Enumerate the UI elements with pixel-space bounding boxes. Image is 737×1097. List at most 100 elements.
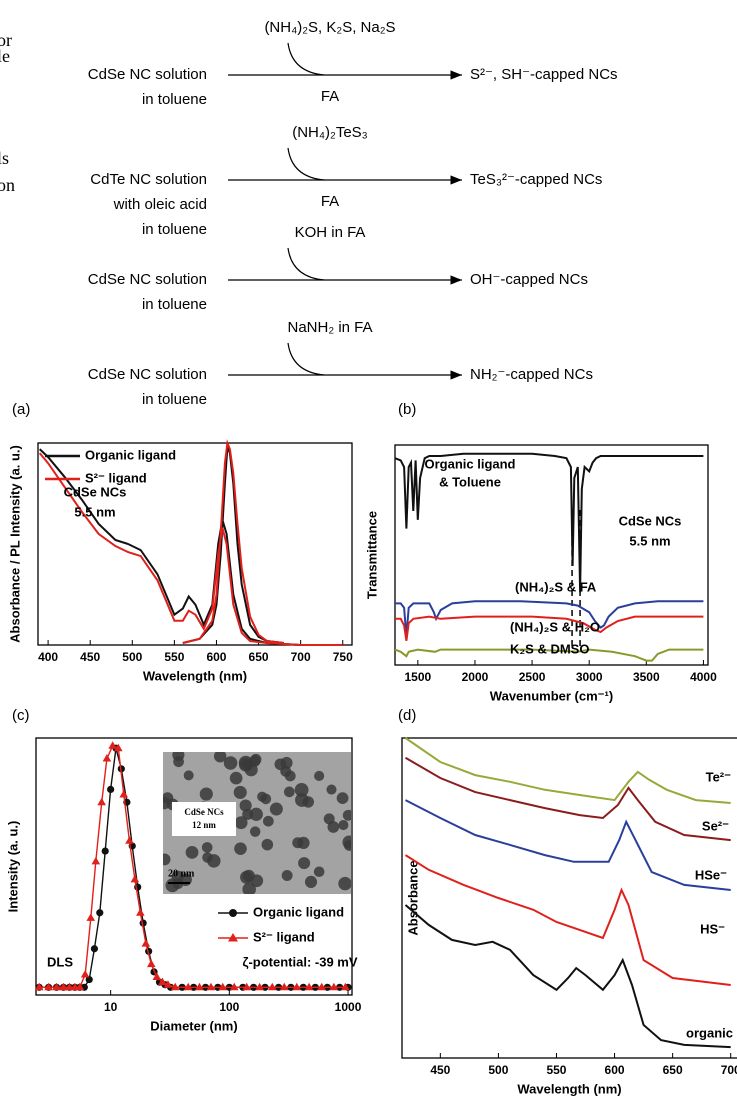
reagent-curve [288,148,324,180]
x-tick-label: 650 [249,650,269,664]
x-tick-label: 500 [488,1063,508,1077]
nanocrystal [275,758,287,770]
series-line [406,738,731,803]
point [119,790,128,798]
point [142,939,151,947]
reagent: (NH₄)₂S, K₂S, Na₂S [264,19,395,36]
series-label: organic [686,1025,733,1040]
x-tick-label: 400 [38,650,58,664]
annotation: DLS [47,954,73,969]
nanocrystal [284,787,295,798]
x-tick-label: 1000 [335,1000,362,1014]
x-tick-label: 700 [721,1063,737,1077]
x-tick-label: 450 [80,650,100,664]
plot-frame [402,738,737,1058]
nanocrystal [200,787,213,800]
inset-label: CdSe NCs [184,807,224,817]
nanocrystal [230,772,243,785]
nanocrystal [235,816,248,829]
nanocrystal [326,785,336,795]
series-label: HS⁻ [700,921,725,936]
nanocrystal [262,839,274,851]
nanocrystal [314,866,325,877]
point [147,960,156,968]
x-tick-label: 600 [605,1063,625,1077]
annotation: 5.5 nm [74,504,115,519]
x-axis-label: Wavelength (nm) [517,1081,621,1096]
reactant: in toluene [142,296,207,313]
reagent-curve [288,43,324,75]
nanocrystal [298,857,310,869]
nanocrystal [234,786,247,799]
x-tick-label: 450 [430,1063,450,1077]
point [125,836,134,844]
reagent-curve [288,248,324,280]
reagent-curve [288,343,324,375]
page: {"margin_text":["or","le","ls","on"], "s… [0,0,737,1097]
reactant: CdSe NC solution [88,66,207,83]
reactant: in toluene [142,91,207,108]
margin-text: le [0,46,10,66]
point [97,798,106,806]
x-tick-label: 4000 [690,670,717,684]
x-tick-label: 550 [164,650,184,664]
annotation: ζ-potential: -39 mV [242,954,357,969]
x-tick-label: 650 [663,1063,683,1077]
series-label: K₂S & DMSO [510,641,589,656]
nanocrystal [263,816,274,827]
x-tick-label: 1500 [404,670,431,684]
reactant: in toluene [142,221,207,238]
annotation: Organic ligand [424,456,515,471]
series-label: Te²⁻ [706,769,732,784]
annotation: CdSe NCs [64,484,127,499]
nanocrystal [239,756,253,770]
point [107,786,114,793]
x-axis-label: Wavelength (nm) [143,668,247,683]
reagent: NaNH₂ in FA [287,319,372,336]
nanocrystal [295,793,309,807]
margin-text: on [0,175,15,195]
x-axis-label: Diameter (nm) [150,1018,237,1033]
series-line [406,758,731,840]
panel-label: (c) [12,707,30,724]
nanocrystal [214,750,226,762]
x-tick-label: 700 [291,650,311,664]
nanocrystal [240,799,252,811]
reagent: KOH in FA [295,224,366,241]
annotation: CdSe NCs [619,513,682,528]
y-axis-label: Absorbance [405,860,420,935]
series-label: (NH₄)₂S & FA [515,579,597,594]
x-tick-label: 10 [104,1000,118,1014]
x-tick-label: 2500 [519,670,546,684]
solvent: FA [321,193,339,210]
reactant: in toluene [142,391,207,408]
reactant: with oleic acid [113,196,207,213]
panel-label: (d) [398,707,416,724]
x-axis-label: Wavenumber (cm⁻¹) [490,688,613,703]
inset-label: 12 nm [192,820,216,830]
nanocrystal [327,821,339,833]
nanocrystal [285,771,296,782]
x-tick-label: 750 [333,650,353,664]
nanocrystal [207,854,220,867]
solvent: FA [321,88,339,105]
x-tick-label: 100 [219,1000,239,1014]
product: S²⁻, SH⁻-capped NCs [470,66,618,83]
point [91,945,98,952]
legend-marker [229,909,237,917]
nanocrystal [234,842,247,855]
reactant: CdSe NC solution [88,366,207,383]
legend-label: S²⁻ ligand [253,929,315,944]
point [103,754,112,762]
annotation: 5.5 nm [629,533,670,548]
nanocrystal [270,803,283,816]
nanocrystal [338,820,348,830]
margin-text: ls [0,148,9,168]
annotation: & Toluene [439,474,501,489]
x-tick-label: 500 [122,650,142,664]
point [86,913,95,921]
series-label: Se²⁻ [702,818,729,833]
panel-label: (a) [12,401,30,418]
point [136,908,145,916]
reagent: (NH₄)₂TeS₃ [292,124,368,141]
